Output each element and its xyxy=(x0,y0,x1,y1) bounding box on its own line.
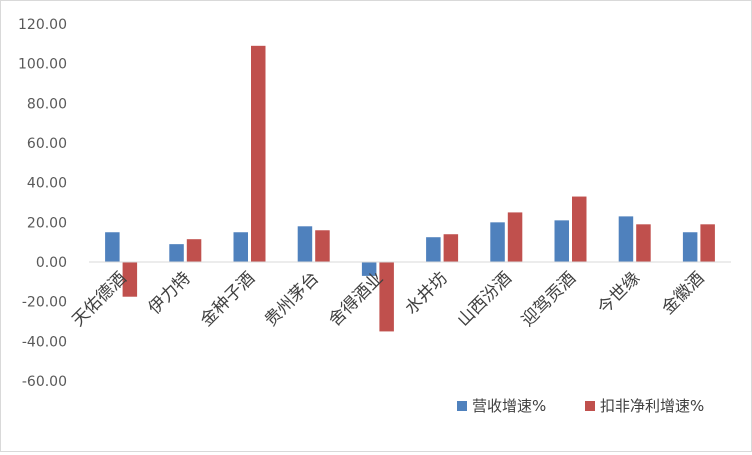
y-tick-label: 120.00 xyxy=(18,17,67,33)
bar-profit-0 xyxy=(122,262,138,297)
x-tick-label: 水井坊 xyxy=(401,268,451,318)
legend-swatch-1 xyxy=(585,401,595,411)
x-tick-label: 金种子酒 xyxy=(197,268,259,330)
bar-profit-2 xyxy=(251,45,266,262)
legend-swatch-0 xyxy=(457,401,467,411)
bar-profit-6 xyxy=(507,212,523,262)
y-tick-label: 80.00 xyxy=(27,96,67,112)
legend: 营收增速% 扣非净利增速% xyxy=(457,397,704,415)
x-tick-label: 山西汾酒 xyxy=(454,268,516,330)
legend-label-0: 营收增速% xyxy=(472,397,546,415)
y-tick-label: 0.00 xyxy=(36,255,67,271)
x-tick-label: 迎驾贡酒 xyxy=(518,268,580,330)
bar-profit-1 xyxy=(186,239,202,262)
y-tick-label: 40.00 xyxy=(27,176,67,192)
bar-revenue-4 xyxy=(361,262,377,276)
x-tick-label: 天佑德酒 xyxy=(68,268,130,330)
y-tick-label: -20.00 xyxy=(22,295,67,311)
bar-revenue-3 xyxy=(297,226,313,262)
x-tick-label: 金徽酒 xyxy=(658,268,708,318)
y-tick-label: 60.00 xyxy=(27,136,67,152)
x-tick-label: 舍得酒业 xyxy=(325,268,387,330)
bars xyxy=(105,45,715,332)
y-tick-label: 20.00 xyxy=(27,215,67,231)
bar-revenue-8 xyxy=(618,216,634,262)
bar-profit-4 xyxy=(379,262,394,332)
bar-profit-5 xyxy=(443,234,459,262)
bar-revenue-5 xyxy=(426,237,441,262)
bar-revenue-0 xyxy=(105,232,120,262)
x-tick-label: 伊力特 xyxy=(145,268,195,318)
bar-revenue-6 xyxy=(490,222,505,262)
y-axis-ticks: 120.00 100.00 80.00 60.00 40.00 20.00 0.00 -20.… xyxy=(18,17,67,390)
x-tick-label: 贵州茅台 xyxy=(261,268,323,330)
bar-revenue-2 xyxy=(233,232,248,262)
y-tick-label: 100.00 xyxy=(18,57,67,73)
y-tick-label: -40.00 xyxy=(22,334,67,350)
bar-profit-8 xyxy=(636,224,651,262)
legend-label-1: 扣非净利增速% xyxy=(600,397,704,415)
y-tick-label: -60.00 xyxy=(22,374,67,390)
bar-profit-7 xyxy=(572,196,587,262)
bar-revenue-1 xyxy=(169,244,184,262)
bar-revenue-7 xyxy=(554,220,569,262)
bar-profit-3 xyxy=(315,230,330,262)
bar-profit-9 xyxy=(700,224,715,262)
x-tick-label: 今世缘 xyxy=(594,268,644,318)
bar-revenue-9 xyxy=(682,232,698,262)
